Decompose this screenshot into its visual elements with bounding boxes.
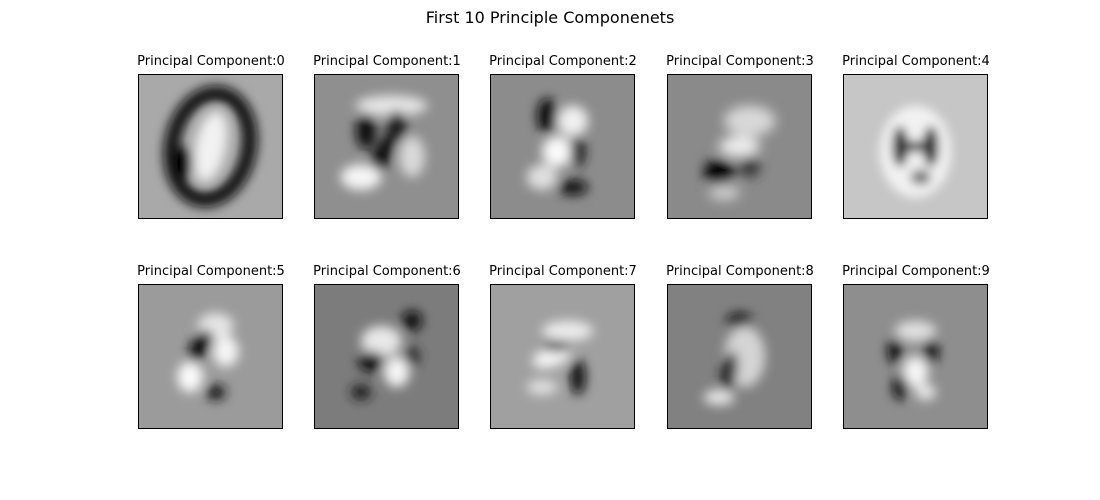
panel-title: Principal Component:5 [137, 264, 285, 279]
component-heatmap [139, 75, 282, 218]
figure-title: First 10 Principle Componenets [425, 8, 675, 27]
component-image [843, 74, 988, 219]
component-heatmap [668, 75, 811, 218]
component-image [138, 284, 283, 429]
component-heatmap [844, 75, 987, 218]
component-heatmap [668, 285, 811, 428]
component-image [843, 284, 988, 429]
component-heatmap [491, 75, 634, 218]
panel-title: Principal Component:0 [137, 54, 285, 69]
component-heatmap [844, 285, 987, 428]
component-image [490, 74, 635, 219]
panel-title: Principal Component:8 [666, 264, 814, 279]
component-image [667, 284, 812, 429]
panel-title: Principal Component:6 [313, 264, 461, 279]
panel-title: Principal Component:3 [666, 54, 814, 69]
panel-title: Principal Component:9 [842, 264, 990, 279]
component-image [667, 74, 812, 219]
panel-title: Principal Component:1 [313, 54, 461, 69]
component-image [138, 74, 283, 219]
panel-title: Principal Component:7 [489, 264, 637, 279]
component-heatmap [315, 285, 458, 428]
panel-title: Principal Component:4 [842, 54, 990, 69]
component-image [314, 284, 459, 429]
component-image [314, 74, 459, 219]
panel-title: Principal Component:2 [489, 54, 637, 69]
component-heatmap [139, 285, 282, 428]
component-heatmap [315, 75, 458, 218]
component-image [490, 284, 635, 429]
component-heatmap [491, 285, 634, 428]
